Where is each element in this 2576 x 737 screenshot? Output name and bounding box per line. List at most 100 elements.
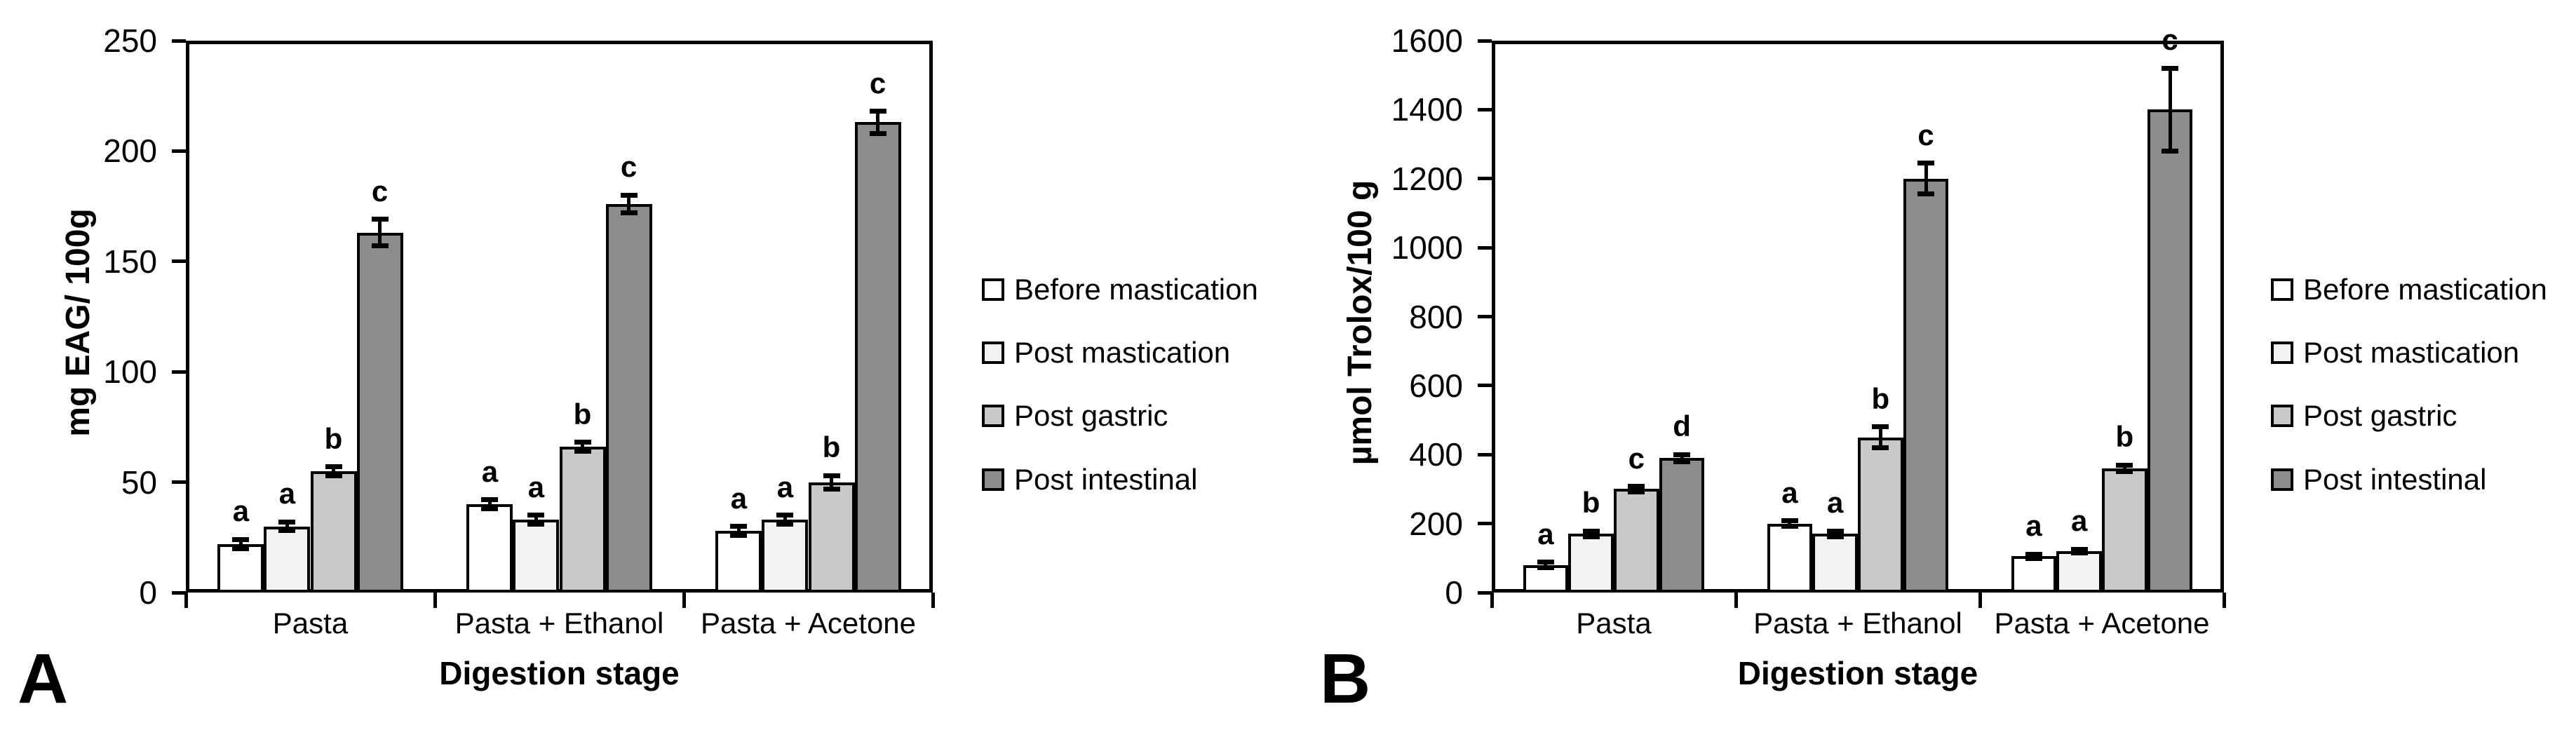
error-bar-top-cap — [2162, 65, 2179, 71]
error-bar — [2168, 68, 2172, 151]
error-bar — [627, 195, 631, 213]
error-bar-bottom-cap — [2070, 550, 2088, 556]
error-bar — [1788, 520, 1792, 527]
error-bar — [332, 466, 335, 476]
y-axis-tick-label: 600 — [1409, 367, 1463, 404]
error-bar-top-cap — [2070, 546, 2088, 552]
legend-label: Post intestinal — [2303, 463, 2487, 496]
error-bar — [876, 111, 880, 134]
significance-letter: a — [1537, 517, 1554, 550]
panel-letter: B — [1320, 640, 1371, 718]
legend-swatch-before-mastication — [982, 278, 1004, 301]
legend-label: Before mastication — [1014, 273, 1258, 306]
bar-post-gastric — [808, 482, 855, 593]
legend-item: Post intestinal — [2271, 461, 2486, 499]
legend-item: Post gastric — [982, 397, 1168, 435]
error-bar-top-cap — [1781, 518, 1798, 524]
y-axis-tick-label: 50 — [121, 464, 157, 501]
y-axis-tick — [1478, 452, 1492, 457]
y-axis-tick — [172, 39, 186, 43]
x-axis-tick — [1490, 593, 1494, 608]
significance-letter: b — [2115, 420, 2134, 453]
significance-letter: b — [822, 431, 841, 464]
error-bar — [2122, 465, 2126, 472]
legend-swatch-before-mastication — [2271, 278, 2293, 301]
error-bar-top-cap — [1872, 424, 1889, 430]
x-axis-tick — [2222, 593, 2226, 608]
y-axis-tick-label: 1000 — [1391, 229, 1463, 266]
error-bar — [1878, 426, 1882, 448]
error-bar-bottom-cap — [2025, 555, 2042, 561]
y-axis-tick-label: 1600 — [1391, 22, 1463, 59]
significance-letter: b — [324, 421, 343, 455]
bar-post-mastication — [1812, 534, 1858, 593]
bar-post-mastication — [762, 520, 809, 593]
x-axis-tick — [682, 593, 686, 608]
bar-post-mastication — [1568, 534, 1614, 593]
significance-letter: b — [1871, 381, 1890, 415]
error-bar-top-cap — [730, 524, 748, 529]
y-axis-tick-label: 200 — [103, 133, 157, 170]
error-bar-bottom-cap — [574, 449, 591, 454]
error-bar-top-cap — [325, 464, 342, 470]
error-bar-bottom-cap — [1582, 534, 1600, 539]
error-bar-top-cap — [1673, 452, 1691, 457]
bar-post-mastication — [513, 520, 560, 593]
legend-item: Post intestinal — [982, 461, 1197, 499]
significance-letter: c — [2162, 23, 2178, 57]
error-bar-bottom-cap — [2162, 148, 2179, 154]
error-bar-top-cap — [1537, 560, 1554, 565]
significance-letter: a — [2025, 509, 2042, 543]
error-bar-top-cap — [527, 513, 545, 518]
error-bar-bottom-cap — [1872, 445, 1889, 450]
significance-letter: c — [1917, 118, 1934, 151]
error-bar — [1833, 531, 1837, 537]
error-bar-bottom-cap — [1781, 524, 1798, 529]
bar-post-intestinal — [1659, 458, 1705, 593]
error-bar — [534, 515, 538, 525]
significance-letter: a — [232, 494, 250, 528]
y-axis-tick — [172, 259, 186, 264]
error-bar — [1680, 454, 1684, 462]
bar-before-mastication — [217, 543, 264, 593]
error-bar-top-cap — [1917, 161, 1935, 166]
error-bar-top-cap — [869, 109, 886, 114]
error-bar — [1924, 163, 1928, 194]
bar-post-gastric — [1858, 437, 1903, 593]
error-bar-top-cap — [823, 473, 840, 478]
x-axis-tick — [184, 593, 188, 608]
error-bar — [736, 526, 741, 536]
y-axis-tick — [1478, 522, 1492, 526]
y-axis-tick-label: 400 — [1409, 436, 1463, 473]
error-bar-bottom-cap — [869, 130, 886, 136]
y-axis-tick-label: 150 — [103, 243, 157, 280]
significance-letter: a — [1781, 475, 1798, 509]
bar-post-gastric — [559, 447, 606, 593]
bar-post-mastication — [2056, 550, 2102, 593]
y-axis-tick — [1478, 315, 1492, 318]
y-axis-tick — [1478, 107, 1492, 111]
legend-item: Before mastication — [982, 271, 1258, 309]
error-bar-bottom-cap — [730, 532, 748, 538]
bar-post-gastric — [310, 471, 357, 593]
significance-letter: c — [620, 150, 638, 184]
legend-item: Post mastication — [2271, 334, 2519, 372]
bar-post-gastric — [2102, 468, 2147, 593]
significance-letter: b — [573, 397, 592, 431]
significance-letter: a — [1826, 486, 1844, 520]
error-bar-top-cap — [620, 192, 638, 198]
significance-letter: a — [776, 470, 794, 503]
y-axis-tick — [1478, 590, 1492, 595]
y-axis-tick — [1478, 245, 1492, 250]
error-bar-bottom-cap — [527, 521, 545, 527]
category-label: Pasta + Ethanol — [1753, 607, 1962, 640]
y-axis-tick-label: 100 — [103, 353, 157, 391]
bar-before-mastication — [1767, 523, 1813, 593]
legend-label: Post gastric — [1014, 399, 1168, 432]
error-bar-bottom-cap — [1917, 191, 1935, 197]
y-axis-tick — [1478, 177, 1492, 181]
x-axis-tick — [931, 593, 935, 608]
bar-post-intestinal — [356, 232, 403, 593]
legend-label: Post gastric — [2303, 399, 2457, 432]
bar-post-intestinal — [2147, 109, 2193, 593]
